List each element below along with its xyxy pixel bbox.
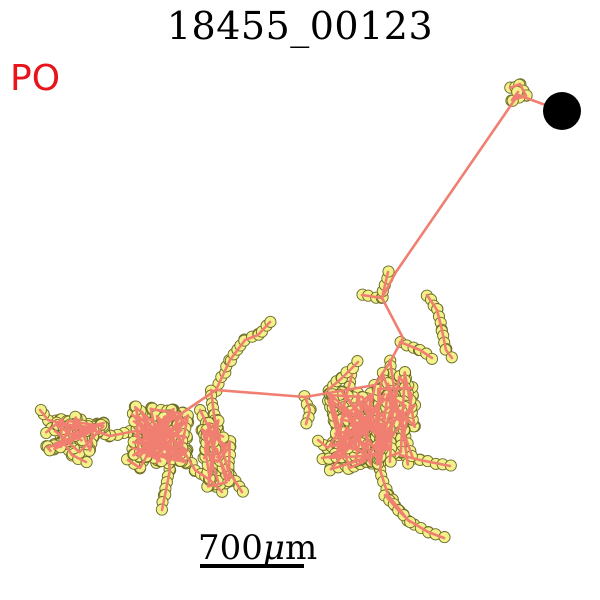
figure-title: 18455_00123 — [166, 4, 434, 48]
dendrite-branch — [390, 375, 414, 466]
dendrite-branch — [328, 423, 388, 460]
soma-marker — [543, 92, 581, 130]
region-label: PO — [10, 58, 61, 99]
dendrite-branch — [383, 493, 412, 524]
scale-unit: m — [285, 528, 318, 568]
dendrite-branch — [206, 428, 232, 482]
dendrite-branch — [55, 423, 91, 449]
dendrite-branch — [388, 371, 417, 458]
dendrite-branch — [202, 421, 228, 488]
dendrite-branch — [386, 382, 407, 464]
dendrite-branch — [149, 407, 184, 455]
dendrite-branch — [214, 320, 272, 392]
dendrite-branch — [303, 395, 312, 426]
dendrite-branch — [144, 414, 190, 458]
dendrite-branch — [375, 393, 407, 459]
dendrite-branch — [327, 392, 387, 460]
scale-bar — [200, 564, 304, 568]
dendrite-branch — [158, 93, 564, 430]
branch-layer — [38, 82, 564, 540]
dendrite-branch — [132, 420, 187, 457]
dendrite-branch — [58, 418, 88, 464]
dendrite-branch — [360, 270, 390, 300]
dendrite-branch — [508, 82, 528, 102]
dendrite-branch — [45, 423, 102, 453]
scale-value: 700 — [198, 528, 263, 568]
dendrite-branch — [132, 420, 186, 457]
dendrite-branch — [425, 293, 454, 360]
scale-bar-label: 700μm — [198, 528, 333, 568]
dendrite-branch — [326, 360, 360, 392]
dendrite-branch — [331, 399, 367, 470]
node-layer — [34, 78, 533, 544]
dendrite-branch — [398, 340, 434, 360]
scale-unit-mu: μ — [262, 528, 286, 568]
